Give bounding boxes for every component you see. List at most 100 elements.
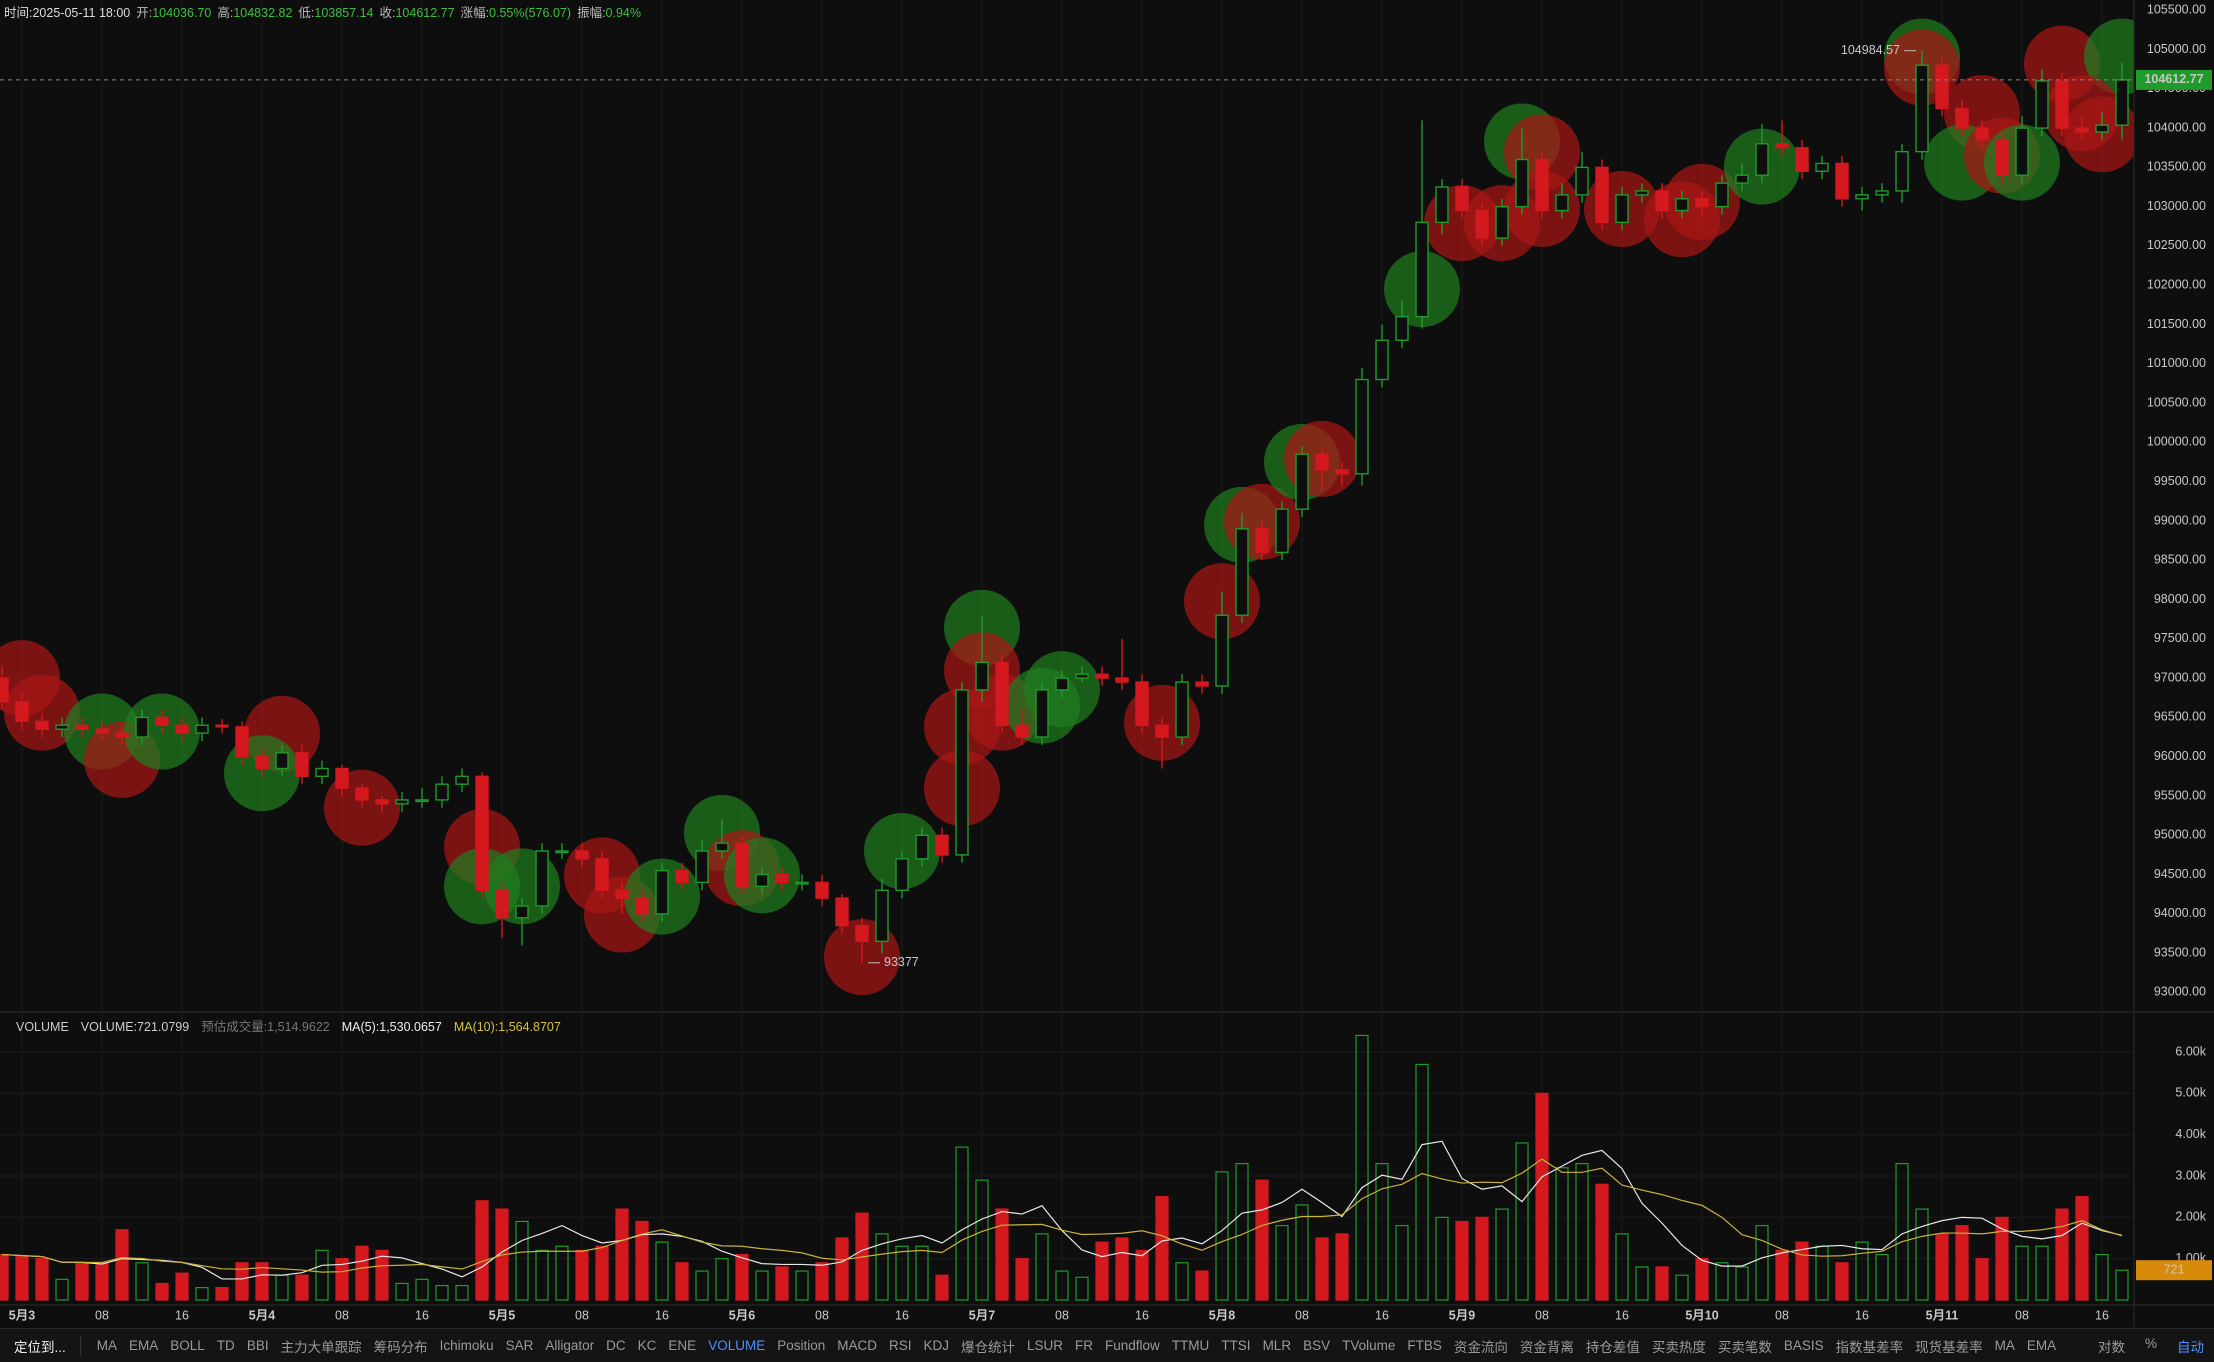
indicator-button[interactable]: 现货基差率 <box>1915 1339 1983 1355</box>
indicator-button[interactable]: ENE <box>668 1338 697 1353</box>
indicator-button[interactable]: TD <box>216 1338 235 1353</box>
volume-bar <box>375 1249 389 1301</box>
x-tick-label: 5月10 <box>1685 1308 1718 1322</box>
volume-bar <box>2115 1269 2129 1301</box>
control-button[interactable]: % <box>2144 1335 2157 1351</box>
candle-body <box>95 728 109 734</box>
candle-body <box>75 724 89 730</box>
indicator-button[interactable]: 筹码分布 <box>373 1339 428 1355</box>
indicator-button[interactable]: BOLL <box>170 1338 205 1353</box>
indicator-button[interactable]: BASIS <box>1783 1338 1824 1353</box>
volume-bar <box>1115 1237 1129 1301</box>
x-tick-label: 5月8 <box>1209 1308 1235 1322</box>
control-button[interactable]: 自动 <box>2177 1339 2204 1355</box>
volume-bar <box>1415 1063 1429 1301</box>
indicator-button[interactable]: DC <box>606 1338 626 1353</box>
candle-body <box>1815 162 1829 172</box>
indicator-button[interactable]: MACD <box>837 1338 877 1353</box>
volume-bar <box>1495 1208 1509 1301</box>
field-value: 104832.82 <box>233 6 293 20</box>
candle-body <box>1395 315 1409 341</box>
candle-body <box>735 842 749 888</box>
candle-body <box>1515 158 1529 208</box>
x-tick-label: 16 <box>175 1308 189 1322</box>
candle-body <box>1475 209 1489 239</box>
locate-button[interactable]: 定位到... <box>0 1335 81 1356</box>
indicator-button[interactable]: RSI <box>888 1338 912 1353</box>
volume-bar <box>1335 1233 1349 1301</box>
indicator-button[interactable]: Ichimoku <box>439 1338 494 1353</box>
volume-bar <box>835 1237 849 1301</box>
indicator-button[interactable]: BSV <box>1303 1338 1331 1353</box>
volume-bar <box>675 1262 689 1301</box>
indicator-button[interactable]: FR <box>1075 1338 1094 1353</box>
candle-body <box>375 799 389 805</box>
x-tick-label: 5月11 <box>1926 1308 1959 1322</box>
candle-body <box>1795 147 1809 172</box>
volume-bar <box>1015 1258 1029 1301</box>
candle-body <box>255 755 269 770</box>
indicator-button[interactable]: MA <box>96 1338 118 1353</box>
volume-bar <box>235 1262 249 1301</box>
x-tick-label: 5月4 <box>249 1308 275 1322</box>
volume-bar <box>695 1270 709 1301</box>
indicator-button[interactable]: SAR <box>505 1338 534 1353</box>
candle-body <box>455 775 469 785</box>
control-button[interactable]: 对数 <box>2097 1339 2125 1355</box>
volume-bar <box>1435 1216 1449 1301</box>
candle-body <box>555 850 569 854</box>
candle-body <box>655 869 669 915</box>
volume-bar <box>975 1179 989 1301</box>
candle-body <box>415 799 429 803</box>
volume-bar <box>2015 1245 2029 1301</box>
candle-body <box>175 724 189 734</box>
indicator-button[interactable]: 指数基差率 <box>1835 1339 1904 1355</box>
indicator-button[interactable]: FTBS <box>1407 1338 1442 1353</box>
indicator-button[interactable]: 买卖热度 <box>1651 1339 1706 1355</box>
indicator-button[interactable]: Position <box>777 1338 826 1353</box>
indicator-button[interactable]: EMA <box>2026 1338 2057 1353</box>
indicator-button[interactable]: 爆仓统计 <box>961 1339 1016 1355</box>
volume-bar <box>1195 1270 1209 1301</box>
candle-body <box>675 869 689 884</box>
indicator-button[interactable]: TTSI <box>1221 1338 1251 1353</box>
volume-bar <box>955 1146 969 1301</box>
field: 开:104036.70 <box>136 6 211 20</box>
volume-bar <box>1155 1196 1169 1301</box>
x-tick-label: 16 <box>655 1308 669 1322</box>
indicator-button[interactable]: BBI <box>246 1338 269 1353</box>
indicator-button[interactable]: TTMU <box>1171 1338 1210 1353</box>
indicator-button[interactable]: 资金流向 <box>1453 1339 1508 1355</box>
candle-body <box>1435 186 1449 224</box>
y-tick-label: 102500.00 <box>2147 238 2206 252</box>
candle-body <box>2035 80 2049 129</box>
field-value: 0.55%(576.07) <box>489 6 572 20</box>
candle-body <box>215 724 229 728</box>
indicator-button[interactable]: VOLUME <box>708 1338 766 1353</box>
max-label: 104984.57 <box>1841 43 1900 57</box>
indicator-button[interactable]: EMA <box>129 1338 159 1353</box>
volume-bar <box>1135 1249 1149 1301</box>
indicator-button[interactable]: LSUR <box>1027 1338 1064 1353</box>
indicator-button[interactable]: KC <box>637 1338 657 1353</box>
indicator-button[interactable]: Fundflow <box>1105 1338 1160 1353</box>
indicator-button[interactable]: 资金背离 <box>1519 1339 1574 1355</box>
indicator-button[interactable]: MLR <box>1262 1338 1292 1353</box>
last-price-tag <box>2136 69 2212 90</box>
candle-body <box>1255 528 1269 554</box>
volume-bar <box>815 1262 829 1301</box>
indicator-button[interactable]: TVolume <box>1342 1338 1396 1353</box>
y-tick-label: 98500.00 <box>2154 553 2206 567</box>
indicator[interactable]: VOLUME <box>16 1020 69 1034</box>
volume-bar <box>875 1233 889 1301</box>
indicator-button[interactable]: 持仓差值 <box>1585 1339 1640 1355</box>
candle-body <box>495 889 509 919</box>
candle-body <box>1655 190 1669 212</box>
indicator-button[interactable]: Alligator <box>545 1338 595 1353</box>
indicator-button[interactable]: KDJ <box>923 1338 950 1353</box>
volume-bar <box>1575 1163 1589 1301</box>
indicator-button[interactable]: MA <box>1994 1338 2015 1353</box>
indicator-button[interactable]: 买卖笔数 <box>1717 1339 1772 1355</box>
volume-bar <box>775 1266 789 1301</box>
indicator-button[interactable]: 主力大单跟踪 <box>280 1339 362 1355</box>
